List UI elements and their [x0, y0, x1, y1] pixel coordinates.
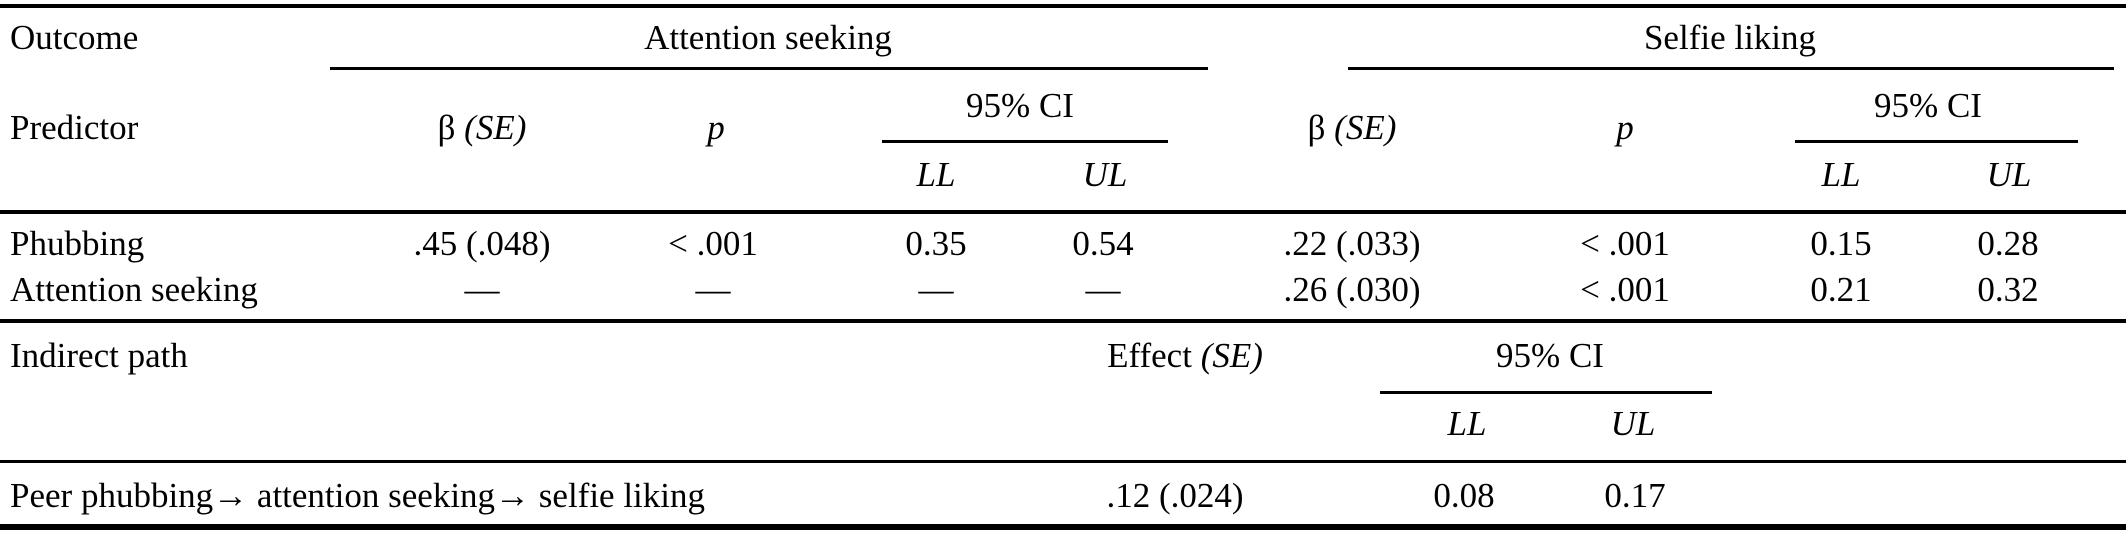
outcome-header: Outcome: [10, 18, 139, 57]
ll-header-indirect: LL: [1447, 404, 1487, 443]
header-bottom-rule: [0, 210, 2126, 214]
cell-selfie-ul: 0.32: [1977, 270, 2039, 309]
attention-seeking-spanner-label: Attention seeking: [644, 18, 892, 57]
attention-ci-rule: [882, 140, 1168, 143]
cell-attention-ll: 0.35: [905, 224, 967, 263]
cell-attention-ll: —: [918, 270, 954, 309]
cell-selfie-ll: 0.21: [1810, 270, 1872, 309]
cell-attention-p: < .001: [668, 224, 758, 263]
beta-se-header-attention: β (SE): [438, 110, 527, 145]
cell-attention-p: —: [695, 270, 731, 309]
beta-symbol: β: [1307, 108, 1326, 147]
attention-spanner-rule: [330, 67, 1208, 70]
cell-selfie-ul: 0.28: [1977, 224, 2039, 263]
cell-attention-beta: —: [464, 270, 500, 309]
p-header-selfie: p: [1616, 108, 1634, 147]
row-predictor-label: Phubbing: [10, 224, 145, 263]
indirect-ci-rule: [1380, 391, 1712, 394]
cell-selfie-beta: .22 (.033): [1283, 224, 1421, 263]
cell-attention-ul: 0.54: [1072, 224, 1134, 263]
indirect-path-label: Peer phubbing→ attention seeking→ selfie…: [10, 476, 706, 515]
selfie-ci-rule: [1795, 140, 2078, 143]
se-label: (SE): [1200, 336, 1263, 375]
indirect-path-header: Indirect path: [10, 336, 188, 375]
cell-selfie-p: < .001: [1580, 224, 1670, 263]
cell-indirect-ll: 0.08: [1433, 476, 1495, 515]
ci-header-selfie: 95% CI: [1874, 86, 1982, 125]
selfie-liking-spanner-label: Selfie liking: [1643, 18, 1817, 57]
cell-indirect-effect: .12 (.024): [1106, 476, 1244, 515]
cell-attention-ul: —: [1085, 270, 1121, 309]
ci-header-indirect: 95% CI: [1496, 336, 1604, 375]
p-header-attention: p: [707, 108, 725, 147]
effect-label: Effect: [1107, 336, 1192, 375]
predictor-header: Predictor: [10, 108, 139, 147]
se-label: (SE): [1334, 108, 1397, 147]
cell-attention-beta: .45 (.048): [413, 224, 551, 263]
row-predictor-label: Attention seeking: [10, 270, 258, 309]
cell-selfie-ll: 0.15: [1810, 224, 1872, 263]
effect-se-header: Effect (SE): [1107, 338, 1263, 373]
ll-header-attention: LL: [916, 155, 956, 194]
ul-header-attention: UL: [1082, 155, 1128, 194]
top-rule: [0, 4, 2126, 8]
section-divider-rule: [0, 319, 2126, 323]
se-label: (SE): [464, 108, 527, 147]
bottom-rule: [0, 524, 2126, 530]
ll-header-selfie: LL: [1821, 155, 1861, 194]
ci-header-attention: 95% CI: [966, 86, 1074, 125]
cell-selfie-p: < .001: [1580, 270, 1670, 309]
beta-se-header-selfie: β (SE): [1308, 110, 1397, 145]
ul-header-selfie: UL: [1986, 155, 2032, 194]
cell-indirect-ul: 0.17: [1604, 476, 1666, 515]
indirect-header-bottom-rule: [0, 460, 2126, 463]
beta-symbol: β: [437, 108, 456, 147]
selfie-spanner-rule: [1348, 67, 2114, 70]
ul-header-indirect: UL: [1610, 404, 1656, 443]
cell-selfie-beta: .26 (.030): [1283, 270, 1421, 309]
